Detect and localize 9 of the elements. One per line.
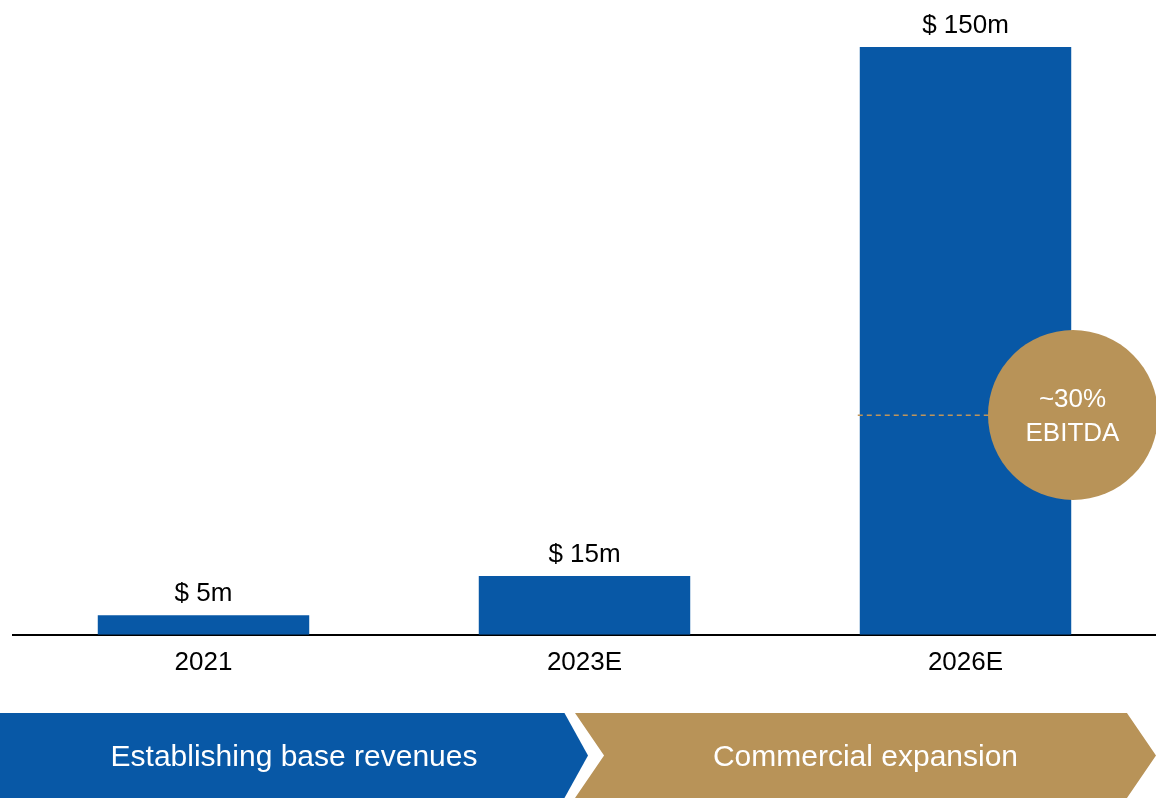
x-tick-label: 2023E: [546, 645, 623, 676]
annotation: ~30% EBITDA: [1024, 382, 1121, 450]
x-tick-label: 2026E: [927, 645, 1004, 676]
chevron-banner: Commercial expansion: [575, 713, 1156, 798]
data-label: $ 15m: [548, 538, 621, 569]
data-label: $ 5m: [174, 577, 233, 608]
data-label: $ 150m: [922, 9, 1009, 40]
chevron-banner: Establishing base revenues: [0, 713, 588, 798]
x-tick-label: 2021: [174, 645, 233, 676]
